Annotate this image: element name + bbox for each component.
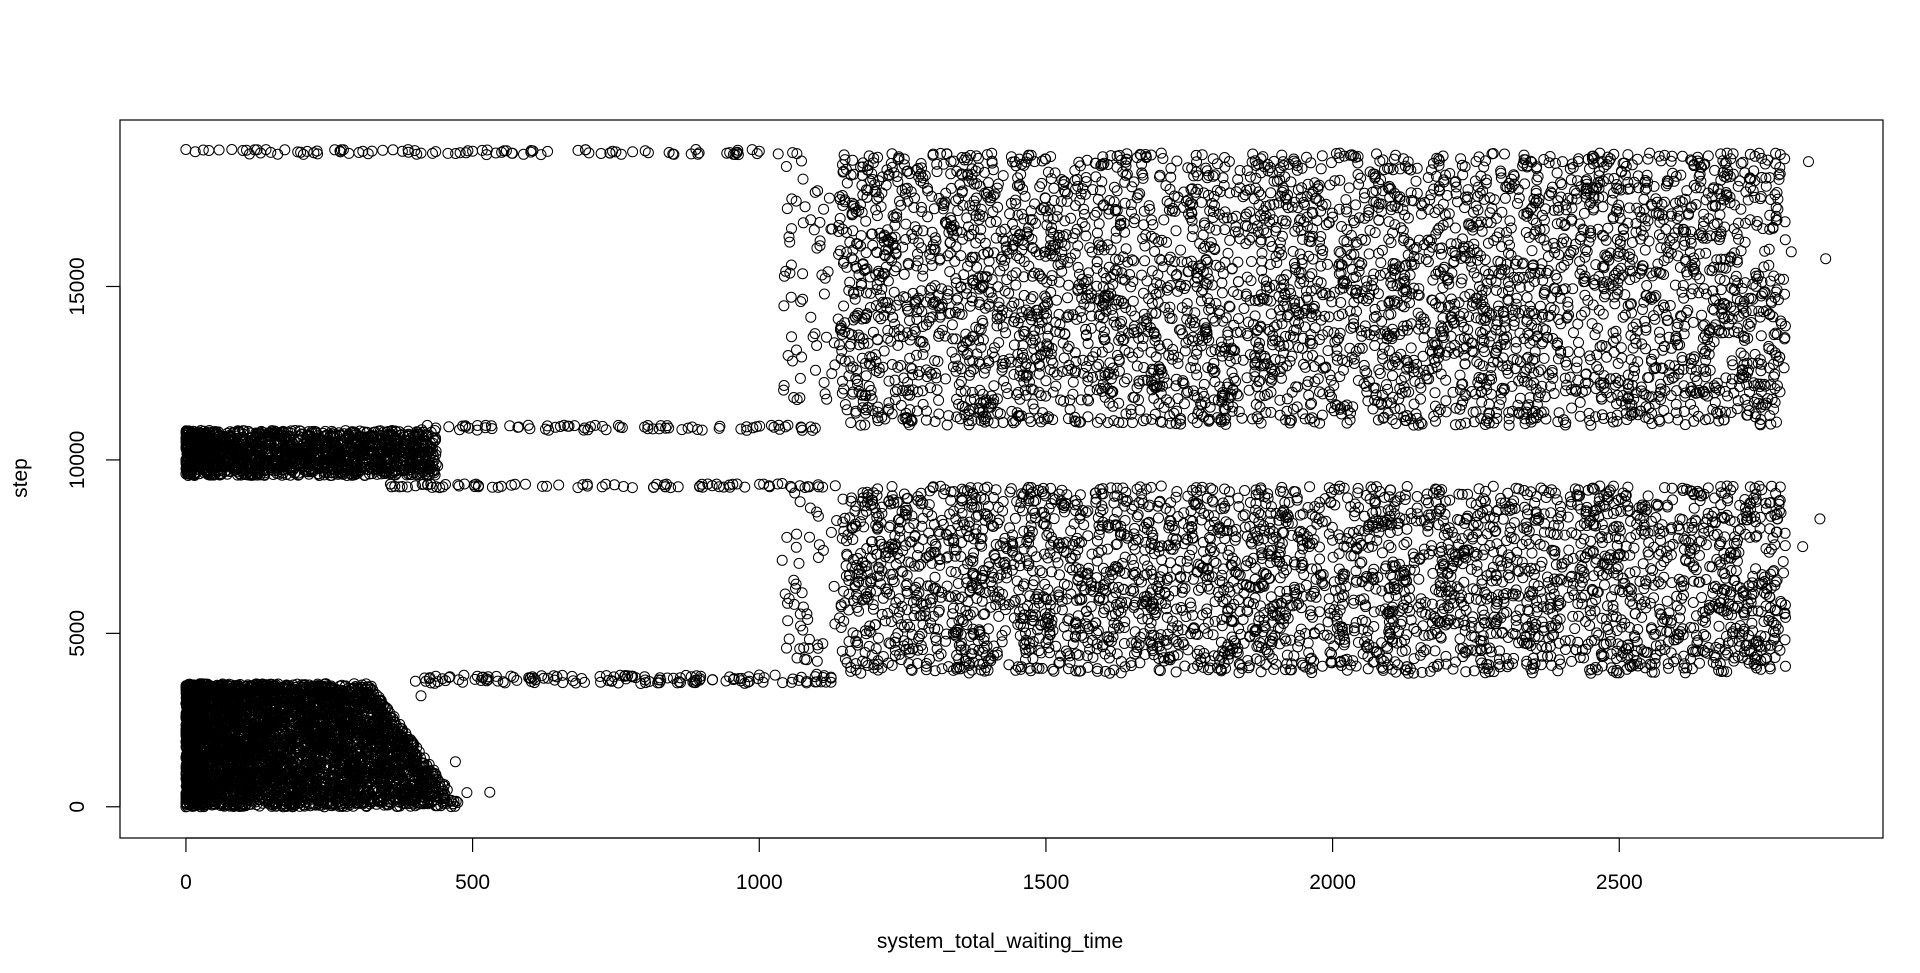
data-points: [180, 144, 1832, 813]
